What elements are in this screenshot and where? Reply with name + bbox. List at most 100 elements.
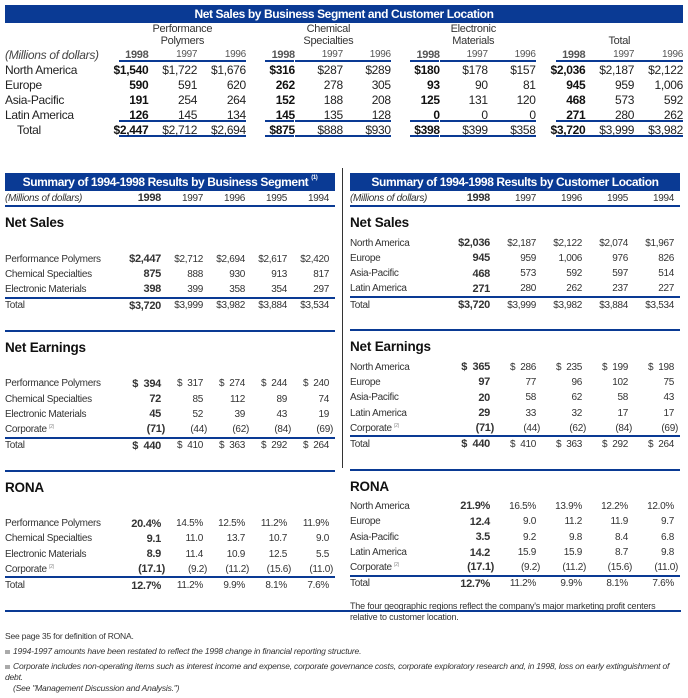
section-divider <box>350 329 680 332</box>
table-row: North America 21.9% 16.5% 13.9% 12.2% 12.0% <box>350 499 680 514</box>
value-cell: 514 <box>658 268 674 280</box>
row-label: Corporate (2) <box>5 562 125 577</box>
total-cell: $ 410 <box>496 435 542 452</box>
row-label: Asia-Pacific <box>5 92 65 107</box>
value-cell: 591 <box>178 77 198 92</box>
value-cell: $180 <box>414 62 440 77</box>
total-cell: $3,982 <box>209 296 251 313</box>
table-row: Corporate (2) (71) (44) (62) (84) (69) <box>350 421 680 436</box>
section-title: Net Sales <box>5 215 64 231</box>
row-label-text: Asia-Pacific <box>350 531 399 543</box>
value-cell: (11.0) <box>309 563 333 575</box>
table-row: Europe 945 959 1,006 976 826 <box>350 251 680 266</box>
value-cell: $ 199 <box>601 361 628 373</box>
year-header: 1994 <box>293 191 335 208</box>
value-cell: 15.9 <box>563 547 583 559</box>
year-header: 1995 <box>588 191 634 208</box>
value-cell: 11.0 <box>185 533 203 545</box>
value-cell: (9.2) <box>520 561 540 573</box>
footnote-marker <box>5 664 10 669</box>
footnote-2: Corporate includes non-operating items s… <box>5 661 688 694</box>
value-cell: 875 <box>143 268 162 281</box>
table-row: Performance Polymers 20.4% 14.5% 12.5% 11.2%… <box>5 516 335 531</box>
table-row: Latin America 271 280 262 237 227 <box>350 282 680 297</box>
value-cell: 32 <box>571 407 582 419</box>
year-header: 1998 <box>450 191 496 208</box>
total-cell: 7.6% <box>293 576 335 593</box>
total-cell: $3,982 <box>634 122 683 137</box>
value-cell: 191 <box>129 92 149 107</box>
total-cell: $ 264 <box>634 435 680 452</box>
value-cell: (15.6) <box>607 561 633 573</box>
total-cell: $3,999 <box>585 122 634 137</box>
value-cell: 16.5% <box>509 500 536 512</box>
value-cell: $1,967 <box>645 237 674 249</box>
year-header: 1996 <box>197 47 246 62</box>
value-cell: $2,617 <box>258 253 287 265</box>
group-header: Polymers <box>160 35 205 47</box>
row-label: North America <box>350 235 450 250</box>
total-cell: $3,534 <box>293 296 335 313</box>
value-cell: $2,447 <box>129 253 161 266</box>
year-header: 1998 <box>125 191 167 208</box>
summary-by-customer-location: Summary of 1994-1998 Results by Customer… <box>350 173 680 623</box>
value-cell: (44) <box>523 422 540 434</box>
table-row: Europe 12.4 9.0 11.2 11.9 9.7 <box>350 514 680 529</box>
section-title: RONA <box>350 478 389 494</box>
row-label-text: North America <box>350 237 410 249</box>
row-label: Corporate (2) <box>350 560 450 575</box>
value-cell: 125 <box>420 92 440 107</box>
section-table: Performance Polymers 20.4% 14.5% 12.5% 11.2%… <box>5 516 335 593</box>
value-cell: 468 <box>472 267 491 280</box>
value-cell: $ 240 <box>302 378 329 390</box>
value-cell: 888 <box>187 268 203 280</box>
value-cell: 264 <box>226 92 246 107</box>
table-row: Chemical Specialties 9.1 11.0 13.7 10.7 9.0 <box>5 531 335 546</box>
footnote-2-ref: (See "Management Discussion and Analysis… <box>13 683 180 693</box>
row-label-text: Europe <box>350 252 381 264</box>
total-cell: 11.2% <box>167 576 209 593</box>
value-cell: 573 <box>615 92 635 107</box>
row-label: Latin America <box>350 282 450 297</box>
value-cell: 0 <box>487 107 536 122</box>
value-cell: 10.9 <box>226 548 246 560</box>
value-cell: $316 <box>269 62 295 77</box>
value-cell: 93 <box>426 77 440 92</box>
value-cell: 17 <box>617 407 628 419</box>
year-header: 1996 <box>209 191 251 208</box>
row-label-text: Latin America <box>350 283 407 295</box>
value-cell: 145 <box>148 107 197 122</box>
value-cell: 8.7 <box>614 547 628 559</box>
value-cell: $1,540 <box>113 62 149 77</box>
value-cell: 12.4 <box>469 515 491 528</box>
year-header: 1996 <box>542 191 588 208</box>
total-cell: $ 440 <box>125 436 167 453</box>
value-cell: $2,074 <box>599 237 628 249</box>
row-label-text: Europe <box>350 376 381 388</box>
value-cell: 96 <box>571 376 582 388</box>
row-label-text: Electronic Materials <box>5 408 87 420</box>
value-cell: $ 365 <box>461 361 490 374</box>
year-header-row: (Millions of dollars) 1998 1997 1996 1995 199… <box>350 191 680 208</box>
total-cell: $2,447 <box>98 122 149 137</box>
total-cell: $875 <box>245 122 295 137</box>
group-header: Specialties <box>303 35 354 47</box>
spacer <box>5 23 99 35</box>
total-cell: $ 440 <box>450 435 496 452</box>
total-cell: 8.1% <box>588 574 634 592</box>
value-cell: $2,187 <box>507 237 536 249</box>
value-cell: 9.8 <box>660 547 674 559</box>
value-cell: 262 <box>566 283 582 295</box>
value-cell: $ 317 <box>176 378 203 390</box>
footnote-ref: (2) <box>393 561 400 568</box>
total-cell: $ 363 <box>209 436 251 453</box>
value-cell: 592 <box>566 268 582 280</box>
table-row: North America $ 365 $ 286 $ 235 $ 199 $ 198 <box>350 359 680 374</box>
left-title-text: Summary of 1994-1998 Results by Business… <box>22 175 309 189</box>
value-cell: 5.5 <box>315 548 329 560</box>
geographic-note: The four geographic regions reflect the … <box>350 601 656 623</box>
value-cell: 817 <box>313 268 329 280</box>
left-panel-title: Summary of 1994-1998 Results by Business… <box>5 173 335 191</box>
value-cell: (17.1) <box>138 563 165 576</box>
divider <box>5 610 681 612</box>
